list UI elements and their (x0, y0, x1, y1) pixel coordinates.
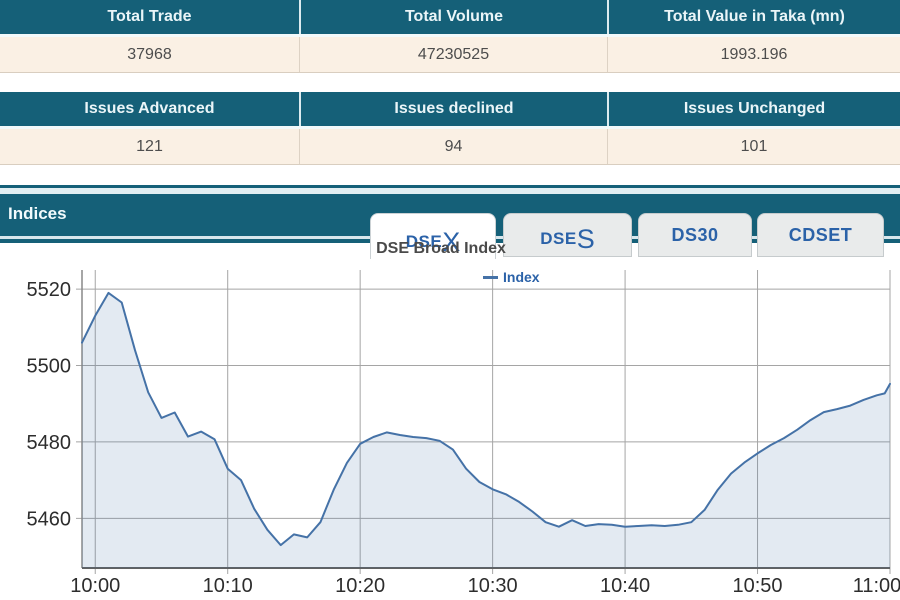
value-total-trade: 37968 (127, 46, 172, 63)
tab-dses-label-prefix: DSE (540, 229, 577, 248)
indices-section-title: Indices (8, 204, 67, 223)
tab-ds30[interactable]: DS30 (638, 213, 752, 257)
svg-text:5500: 5500 (27, 356, 72, 378)
legend-series-dash-icon (483, 275, 498, 279)
table-divider (0, 126, 900, 129)
tab-cdset[interactable]: CDSET (757, 213, 884, 257)
header-total-trade: Total Trade (107, 8, 192, 25)
svg-text:10:50: 10:50 (733, 575, 783, 597)
svg-text:10:10: 10:10 (203, 575, 253, 597)
tab-dsex[interactable]: DSE X (370, 213, 496, 259)
svg-text:5520: 5520 (27, 279, 72, 301)
value-issues-unchanged: 101 (607, 129, 900, 164)
indices-top-border (0, 185, 900, 188)
header-total-volume: Total Volume (299, 0, 607, 34)
header-issues-declined: Issues declined (299, 92, 607, 126)
tab-ds30-label: DS30 (671, 225, 719, 245)
svg-text:5480: 5480 (27, 432, 72, 454)
legend-series-label: Index (503, 269, 540, 285)
value-total-value: 1993.196 (607, 37, 900, 72)
svg-text:11:00: 11:00 (853, 575, 900, 597)
table-divider (0, 34, 900, 37)
value-issues-advanced: 121 (136, 138, 163, 155)
summary-table-trade-header: Total Trade Total Volume Total Value in … (0, 0, 900, 34)
header-total-value: Total Value in Taka (mn) (607, 0, 900, 34)
indices-top-gap (0, 188, 900, 194)
summary-table-issues-header: Issues Advanced Issues declined Issues U… (0, 92, 900, 126)
tab-dsex-label-suffix: X (442, 227, 461, 257)
chart-legend[interactable]: Index (483, 269, 540, 285)
svg-text:10:20: 10:20 (335, 575, 385, 597)
svg-text:10:30: 10:30 (468, 575, 518, 597)
value-total-volume: 47230525 (299, 37, 607, 72)
tab-dses[interactable]: DSE S (503, 213, 632, 257)
summary-table-trade: Total Trade Total Volume Total Value in … (0, 0, 900, 73)
summary-table-trade-values: 37968 47230525 1993.196 (0, 37, 900, 73)
summary-table-issues: Issues Advanced Issues declined Issues U… (0, 92, 900, 165)
svg-text:5460: 5460 (27, 508, 72, 530)
header-issues-advanced: Issues Advanced (84, 100, 215, 117)
summary-table-issues-values: 121 94 101 (0, 129, 900, 165)
tab-dsex-label-prefix: DSE (405, 232, 443, 251)
header-issues-unchanged: Issues Unchanged (607, 92, 900, 126)
value-issues-declined: 94 (299, 129, 607, 164)
svg-text:10:40: 10:40 (600, 575, 650, 597)
chart-title: DSE Broad Index (376, 240, 506, 257)
svg-text:10:00: 10:00 (70, 575, 120, 597)
tab-cdset-label: CDSET (788, 225, 853, 245)
tab-dses-label-suffix: S (576, 224, 595, 254)
